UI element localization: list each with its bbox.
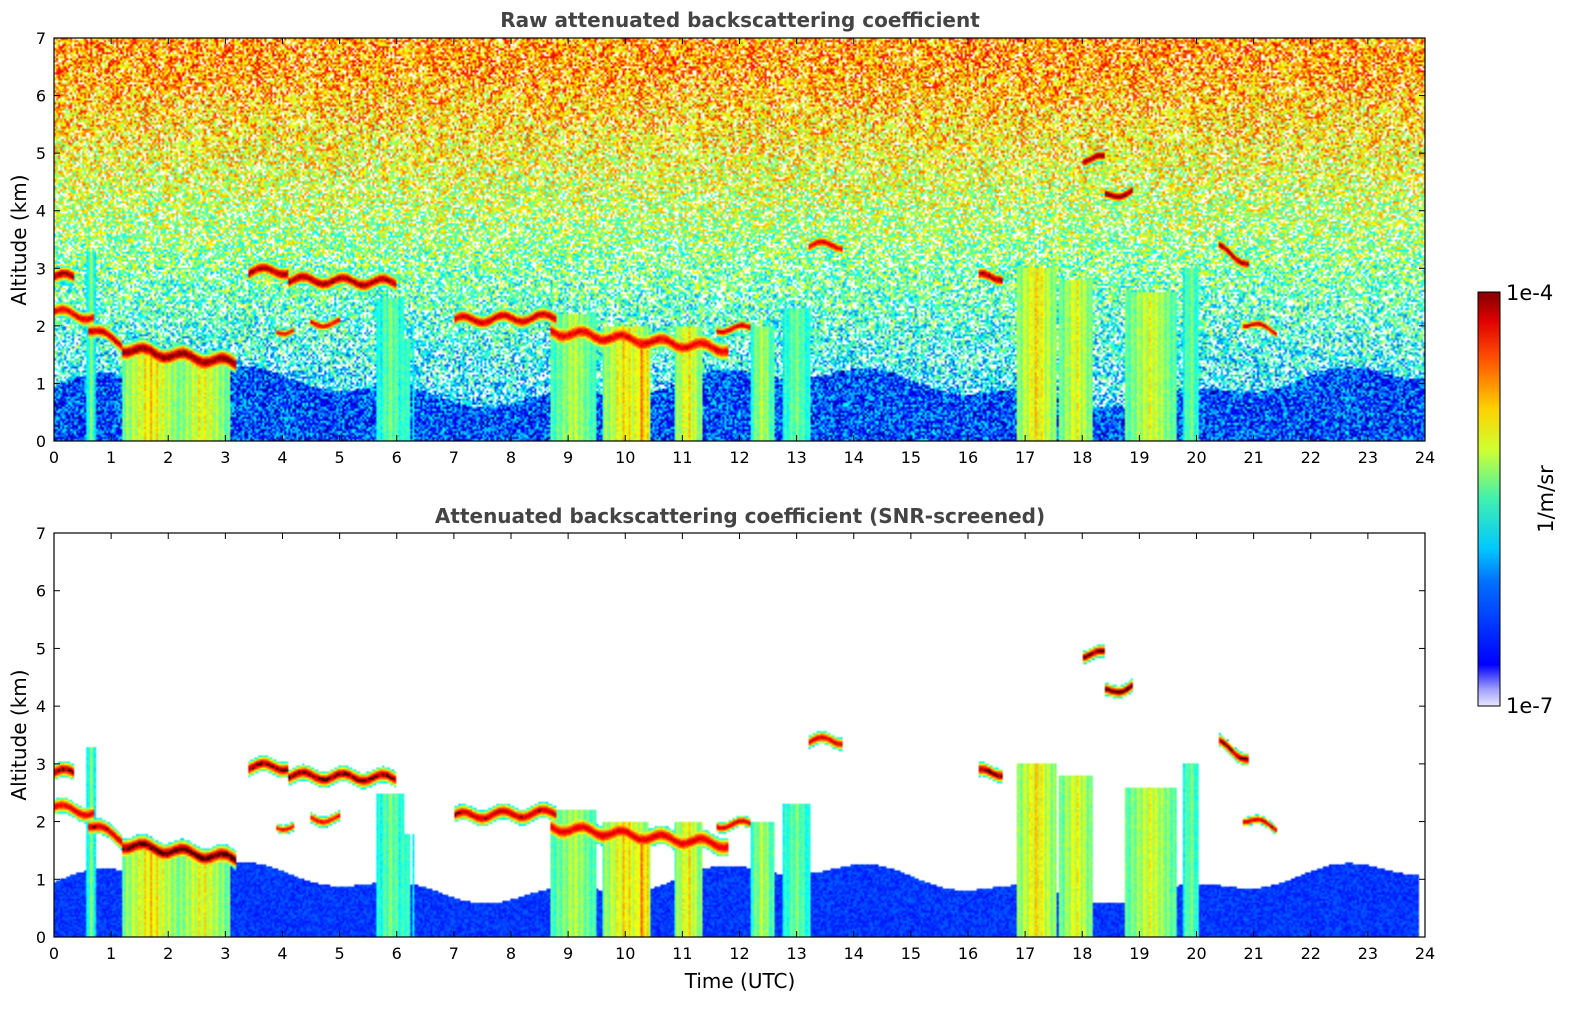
y-tick-label: 5	[36, 639, 46, 658]
x-tick-label: 9	[563, 944, 573, 963]
x-tick-label: 17	[1015, 448, 1035, 467]
y-tick-label: 4	[36, 697, 46, 716]
x-tick-label: 12	[729, 448, 749, 467]
y-tick-label: 3	[36, 259, 46, 278]
x-tick-label: 11	[672, 448, 692, 467]
colorbar-gradient	[1477, 291, 1501, 707]
x-tick-label: 1	[106, 944, 116, 963]
x-tick-label: 15	[901, 448, 921, 467]
heatmap-image	[54, 38, 1425, 441]
y-tick-label: 4	[36, 202, 46, 221]
x-tick-label: 14	[844, 944, 864, 963]
x-tick-label: 8	[506, 448, 516, 467]
screened-backscatter-panel: Attenuated backscattering coefficient (S…	[7, 504, 1435, 993]
x-tick-label: 16	[958, 944, 978, 963]
x-tick-label: 2	[163, 944, 173, 963]
x-tick-label: 18	[1072, 944, 1092, 963]
x-tick-label: 0	[49, 448, 59, 467]
x-tick-label: 19	[1129, 944, 1149, 963]
x-tick-label: 13	[786, 448, 806, 467]
x-tick-label: 3	[220, 448, 230, 467]
y-tick-label: 0	[36, 928, 46, 947]
y-tick-label: 3	[36, 755, 46, 774]
y-tick-label: 2	[36, 317, 46, 336]
y-tick-label: 1	[36, 870, 46, 889]
x-tick-label: 13	[786, 944, 806, 963]
y-tick-label: 6	[36, 582, 46, 601]
x-tick-label: 11	[672, 944, 692, 963]
colorbar-max-label: 1e-4	[1506, 281, 1553, 305]
x-tick-label: 8	[506, 944, 516, 963]
x-tick-label: 14	[844, 448, 864, 467]
colorbar-unit-label: 1/m/sr	[1534, 465, 1558, 533]
x-tick-label: 18	[1072, 448, 1092, 467]
colorbar-min-label: 1e-7	[1506, 694, 1553, 718]
y-tick-label: 7	[36, 524, 46, 543]
x-tick-label: 4	[277, 944, 287, 963]
x-tick-label: 3	[220, 944, 230, 963]
backscatter-heatmap	[54, 533, 1425, 937]
y-tick-label: 2	[36, 813, 46, 832]
x-tick-label: 17	[1015, 944, 1035, 963]
chart-title: Raw attenuated backscattering coefficien…	[500, 8, 980, 32]
x-tick-label: 7	[449, 448, 459, 467]
x-tick-label: 22	[1301, 944, 1321, 963]
x-tick-label: 23	[1358, 944, 1378, 963]
x-tick-label: 24	[1415, 944, 1435, 963]
x-axis-ticks: 0 1 2 3 4 5 6 7 8 9 10 11 12 13 14 15 16 17 18 19 20 21 22 23 24	[49, 38, 1435, 467]
x-tick-label: 0	[49, 944, 59, 963]
x-axis-ticks: 0 1 2 3 4 5 6 7 8 9 10 11 12 13 14 15 16 17 18 19 20 21 22 23 24	[49, 533, 1435, 963]
x-tick-label: 10	[615, 448, 635, 467]
y-tick-label: 0	[36, 432, 46, 451]
colorbar: 1e-4 1e-7 1/m/sr	[1477, 281, 1558, 718]
y-tick-label: 5	[36, 144, 46, 163]
x-tick-label: 21	[1243, 448, 1263, 467]
x-tick-label: 22	[1301, 448, 1321, 467]
x-tick-label: 19	[1129, 448, 1149, 467]
chart-title: Attenuated backscattering coefficient (S…	[435, 504, 1045, 528]
y-axis-ticks: 0 1 2 3 4 5 6 7	[36, 29, 1425, 451]
backscatter-heatmap	[54, 38, 1425, 441]
x-axis-label: Time (UTC)	[684, 969, 796, 993]
x-tick-label: 4	[277, 448, 287, 467]
x-tick-label: 15	[901, 944, 921, 963]
heatmap-image	[54, 533, 1425, 937]
raw-backscatter-panel: Raw attenuated backscattering coefficien…	[7, 8, 1435, 467]
y-axis-ticks: 0 1 2 3 4 5 6 7	[36, 524, 1425, 947]
x-tick-label: 7	[449, 944, 459, 963]
x-tick-label: 24	[1415, 448, 1435, 467]
x-tick-label: 6	[392, 448, 402, 467]
x-tick-label: 20	[1186, 944, 1206, 963]
x-tick-label: 9	[563, 448, 573, 467]
x-tick-label: 5	[335, 448, 345, 467]
x-tick-label: 5	[335, 944, 345, 963]
x-tick-label: 1	[106, 448, 116, 467]
x-tick-label: 16	[958, 448, 978, 467]
y-axis-label: Altitude (km)	[7, 174, 31, 305]
y-tick-label: 7	[36, 29, 46, 48]
x-tick-label: 10	[615, 944, 635, 963]
y-tick-label: 1	[36, 374, 46, 393]
x-tick-label: 21	[1243, 944, 1263, 963]
y-tick-label: 6	[36, 87, 46, 106]
x-tick-label: 2	[163, 448, 173, 467]
x-tick-label: 23	[1358, 448, 1378, 467]
x-tick-label: 20	[1186, 448, 1206, 467]
x-tick-label: 12	[729, 944, 749, 963]
x-tick-label: 6	[392, 944, 402, 963]
y-axis-label: Altitude (km)	[7, 669, 31, 800]
